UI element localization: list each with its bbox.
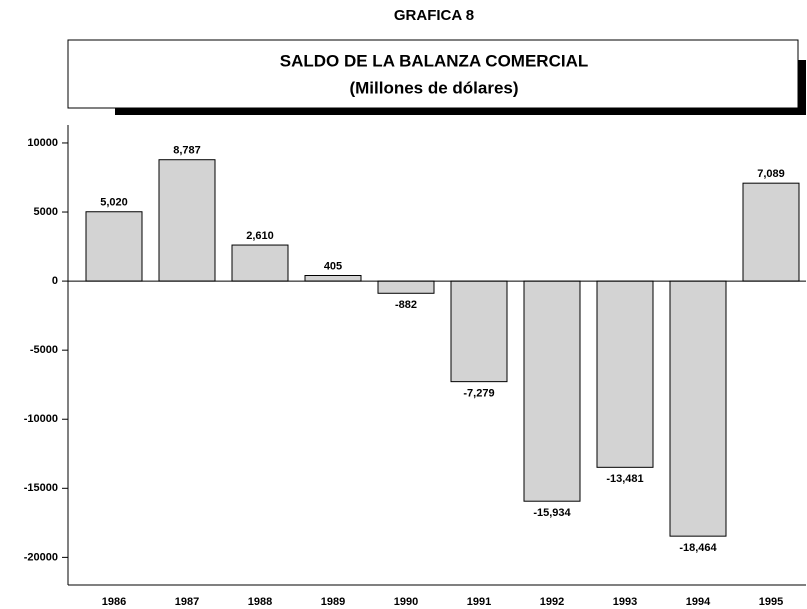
x-tick-label: 1989 [321, 596, 345, 608]
x-tick-label: 1987 [175, 596, 199, 608]
bar [523, 280, 581, 502]
bar [377, 280, 435, 294]
bar [158, 159, 216, 282]
y-tick-label: 5000 [34, 206, 58, 218]
value-label: -18,464 [679, 542, 717, 554]
y-tick-label: -15000 [24, 482, 58, 494]
value-label: 5,020 [100, 197, 128, 209]
value-label: 7,089 [757, 168, 785, 180]
value-label: -15,934 [533, 507, 571, 519]
value-label: 405 [324, 260, 342, 272]
bar [231, 244, 289, 282]
bar [450, 280, 508, 383]
x-tick-label: 1995 [759, 596, 783, 608]
chart-subtitle: (Millones de dólares) [349, 78, 518, 97]
x-tick-label: 1991 [467, 596, 491, 608]
y-tick-label: 0 [52, 275, 58, 287]
y-tick-label: 10000 [27, 137, 58, 149]
bar [85, 211, 143, 282]
value-label: -882 [395, 299, 417, 311]
x-tick-label: 1988 [248, 596, 272, 608]
bar [596, 280, 654, 468]
chart-header: GRAFICA 8 [394, 7, 474, 24]
chart-title: SALDO DE LA BALANZA COMERCIAL [280, 51, 589, 70]
x-tick-label: 1992 [540, 596, 564, 608]
x-tick-label: 1993 [613, 596, 637, 608]
bar [669, 280, 727, 537]
x-tick-label: 1990 [394, 596, 418, 608]
bar [304, 275, 362, 282]
value-label: 2,610 [246, 230, 274, 242]
x-tick-label: 1986 [102, 596, 126, 608]
y-tick-label: -5000 [30, 344, 58, 356]
value-label: -13,481 [606, 473, 643, 485]
y-tick-label: -10000 [24, 413, 58, 425]
title-box [67, 39, 799, 109]
value-label: -7,279 [463, 388, 494, 400]
x-tick-label: 1994 [686, 596, 711, 608]
value-label: 8,787 [173, 145, 201, 157]
bar [742, 182, 800, 282]
y-tick-label: -20000 [24, 551, 58, 563]
